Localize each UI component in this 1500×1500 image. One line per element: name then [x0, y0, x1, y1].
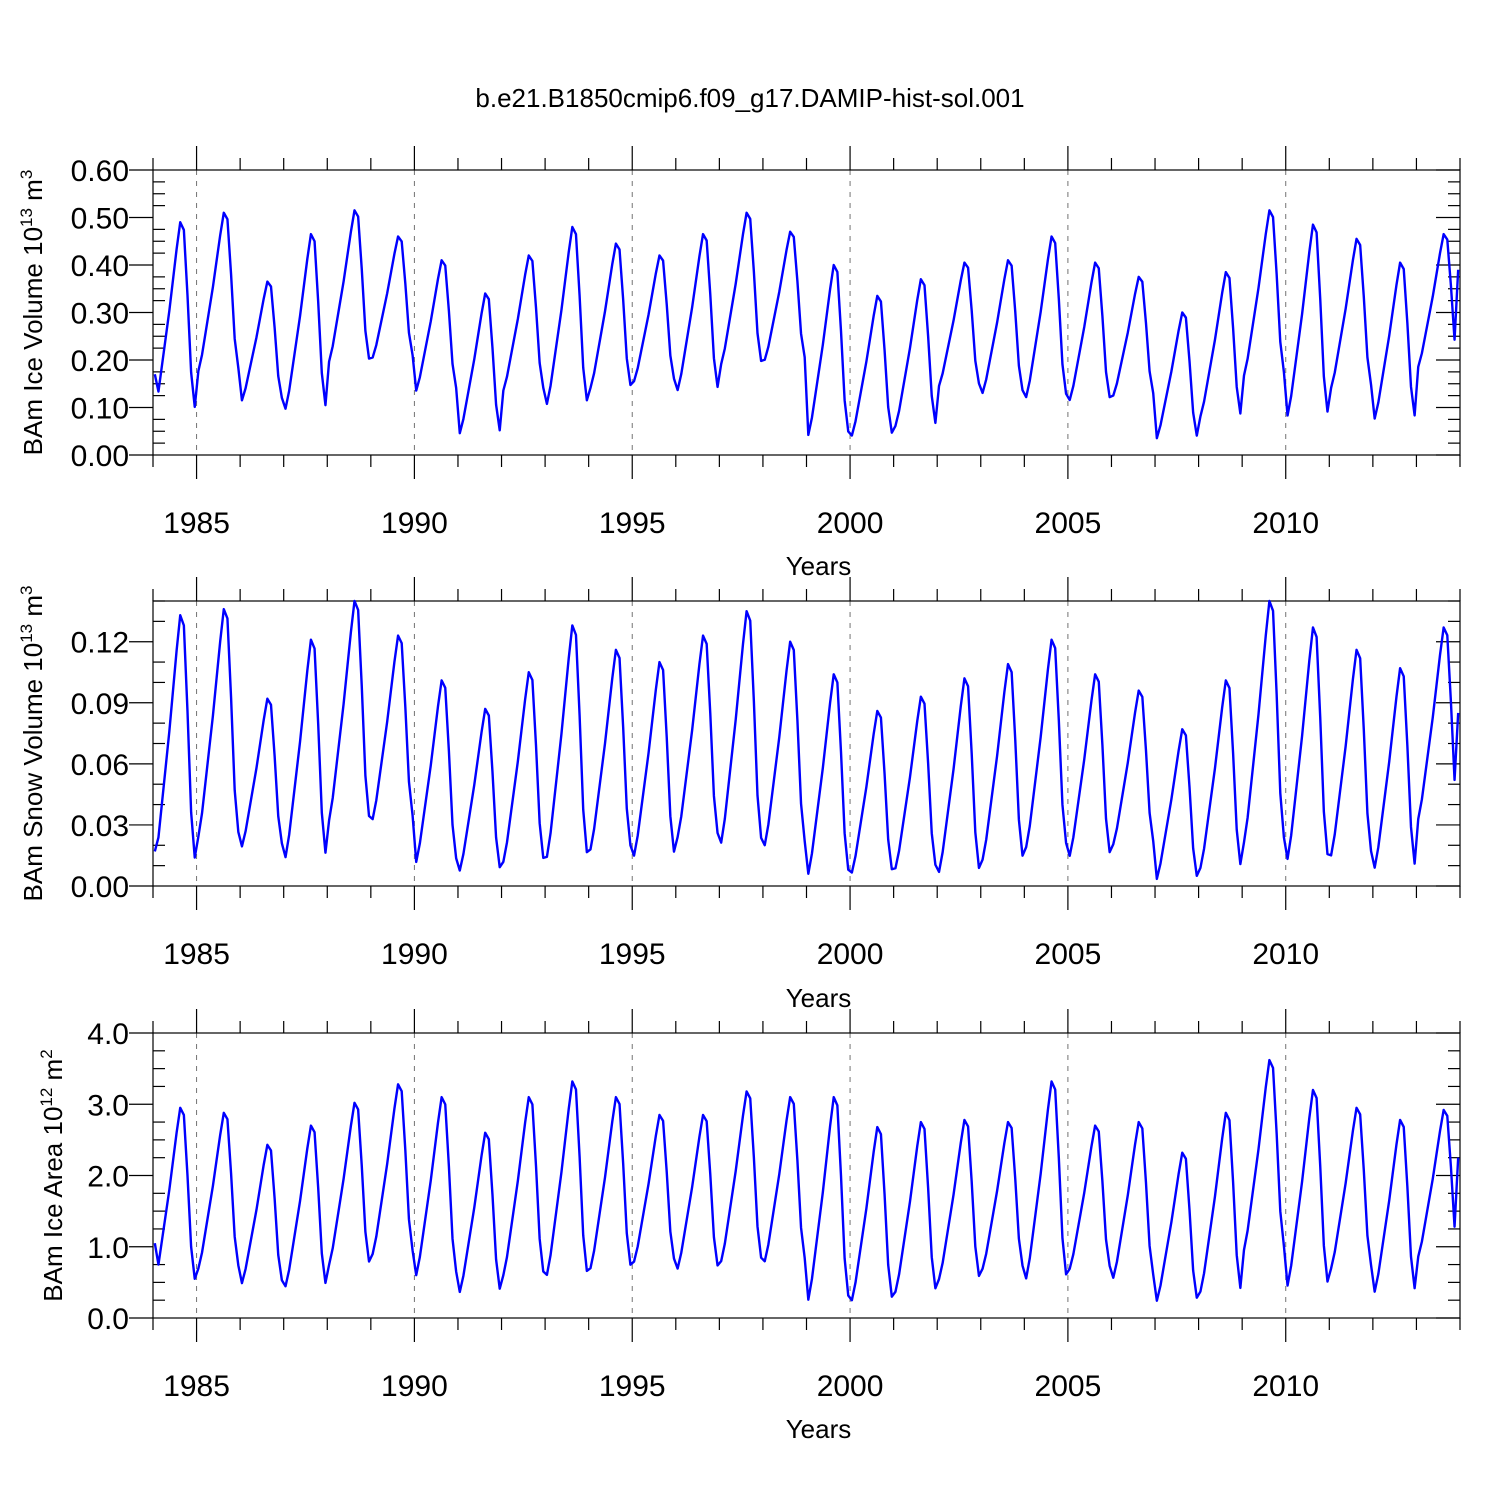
- x-tick-label: 2005: [1035, 507, 1102, 540]
- panel-3: 0.0 1.0 2.0 3.0 4.0 1985 1990 1995 2000 2005 2010 Y…: [37, 1009, 1461, 1444]
- x-tick-label: 1990: [381, 1370, 448, 1403]
- series-line: [153, 599, 1460, 881]
- x-tick-label: 2000: [817, 938, 884, 971]
- x-tick-label: 2000: [817, 1370, 884, 1403]
- x-tick-label: 2010: [1252, 507, 1319, 540]
- y-tick-label: 4.0: [87, 1018, 129, 1051]
- y-tick-label: 1.0: [87, 1232, 129, 1265]
- chart-title: b.e21.B1850cmip6.f09_g17.DAMIP-hist-sol.…: [475, 83, 1024, 113]
- x-tick-label: 1995: [599, 1370, 666, 1403]
- x-tick-label: 1995: [599, 507, 666, 540]
- series-line: [153, 209, 1460, 440]
- y-tick-label: 0.10: [71, 393, 129, 426]
- y-tick-label: 0.60: [71, 155, 129, 188]
- y-tick-label: 0.00: [71, 871, 129, 904]
- y-tick-label: 0.50: [71, 203, 129, 236]
- x-tick-label: 1985: [163, 938, 230, 971]
- x-tick-label: 2000: [817, 507, 884, 540]
- x-tick-label: 2005: [1035, 1370, 1102, 1403]
- y-tick-label: 0.40: [71, 250, 129, 283]
- y-tick-label: 0.00: [71, 440, 129, 473]
- y-tick-label: 2.0: [87, 1161, 129, 1194]
- y-axis-title: BAm Ice Area 1012 m2: [37, 1049, 68, 1301]
- x-tick-label: 2005: [1035, 938, 1102, 971]
- x-axis-title: Years: [786, 983, 852, 1013]
- x-axis-title: Years: [786, 1414, 852, 1444]
- y-tick-label: 0.09: [71, 688, 129, 721]
- y-tick-label: 3.0: [87, 1089, 129, 1122]
- y-tick-label: 0.03: [71, 810, 129, 843]
- x-tick-label: 1995: [599, 938, 666, 971]
- y-tick-label: 0.06: [71, 749, 129, 782]
- x-tick-label: 2010: [1252, 938, 1319, 971]
- x-axis-title: Years: [786, 551, 852, 581]
- chart-panels: 0.00 0.10 0.20 0.30 0.40 0.50 0.60 1985 1990 1995…: [17, 146, 1461, 1444]
- series-line: [153, 1058, 1460, 1302]
- panel-1: 0.00 0.10 0.20 0.30 0.40 0.50 0.60 1985 1990 1995…: [17, 146, 1461, 581]
- panel-2: 0.00 0.03 0.06 0.09 0.12 1985 1990 1995 2000 2005…: [17, 577, 1461, 1013]
- x-tick-label: 1990: [381, 938, 448, 971]
- x-tick-label: 1985: [163, 507, 230, 540]
- x-tick-label: 2010: [1252, 1370, 1319, 1403]
- y-tick-label: 0.20: [71, 345, 129, 378]
- y-tick-label: 0.0: [87, 1303, 129, 1336]
- x-tick-label: 1985: [163, 1370, 230, 1403]
- y-axis-title: BAm Snow Volume 1013 m3: [17, 586, 48, 902]
- y-tick-label: 0.12: [71, 627, 129, 660]
- y-tick-label: 0.30: [71, 298, 129, 331]
- x-tick-label: 1990: [381, 507, 448, 540]
- y-axis-title: BAm Ice Volume 1013 m3: [17, 170, 48, 456]
